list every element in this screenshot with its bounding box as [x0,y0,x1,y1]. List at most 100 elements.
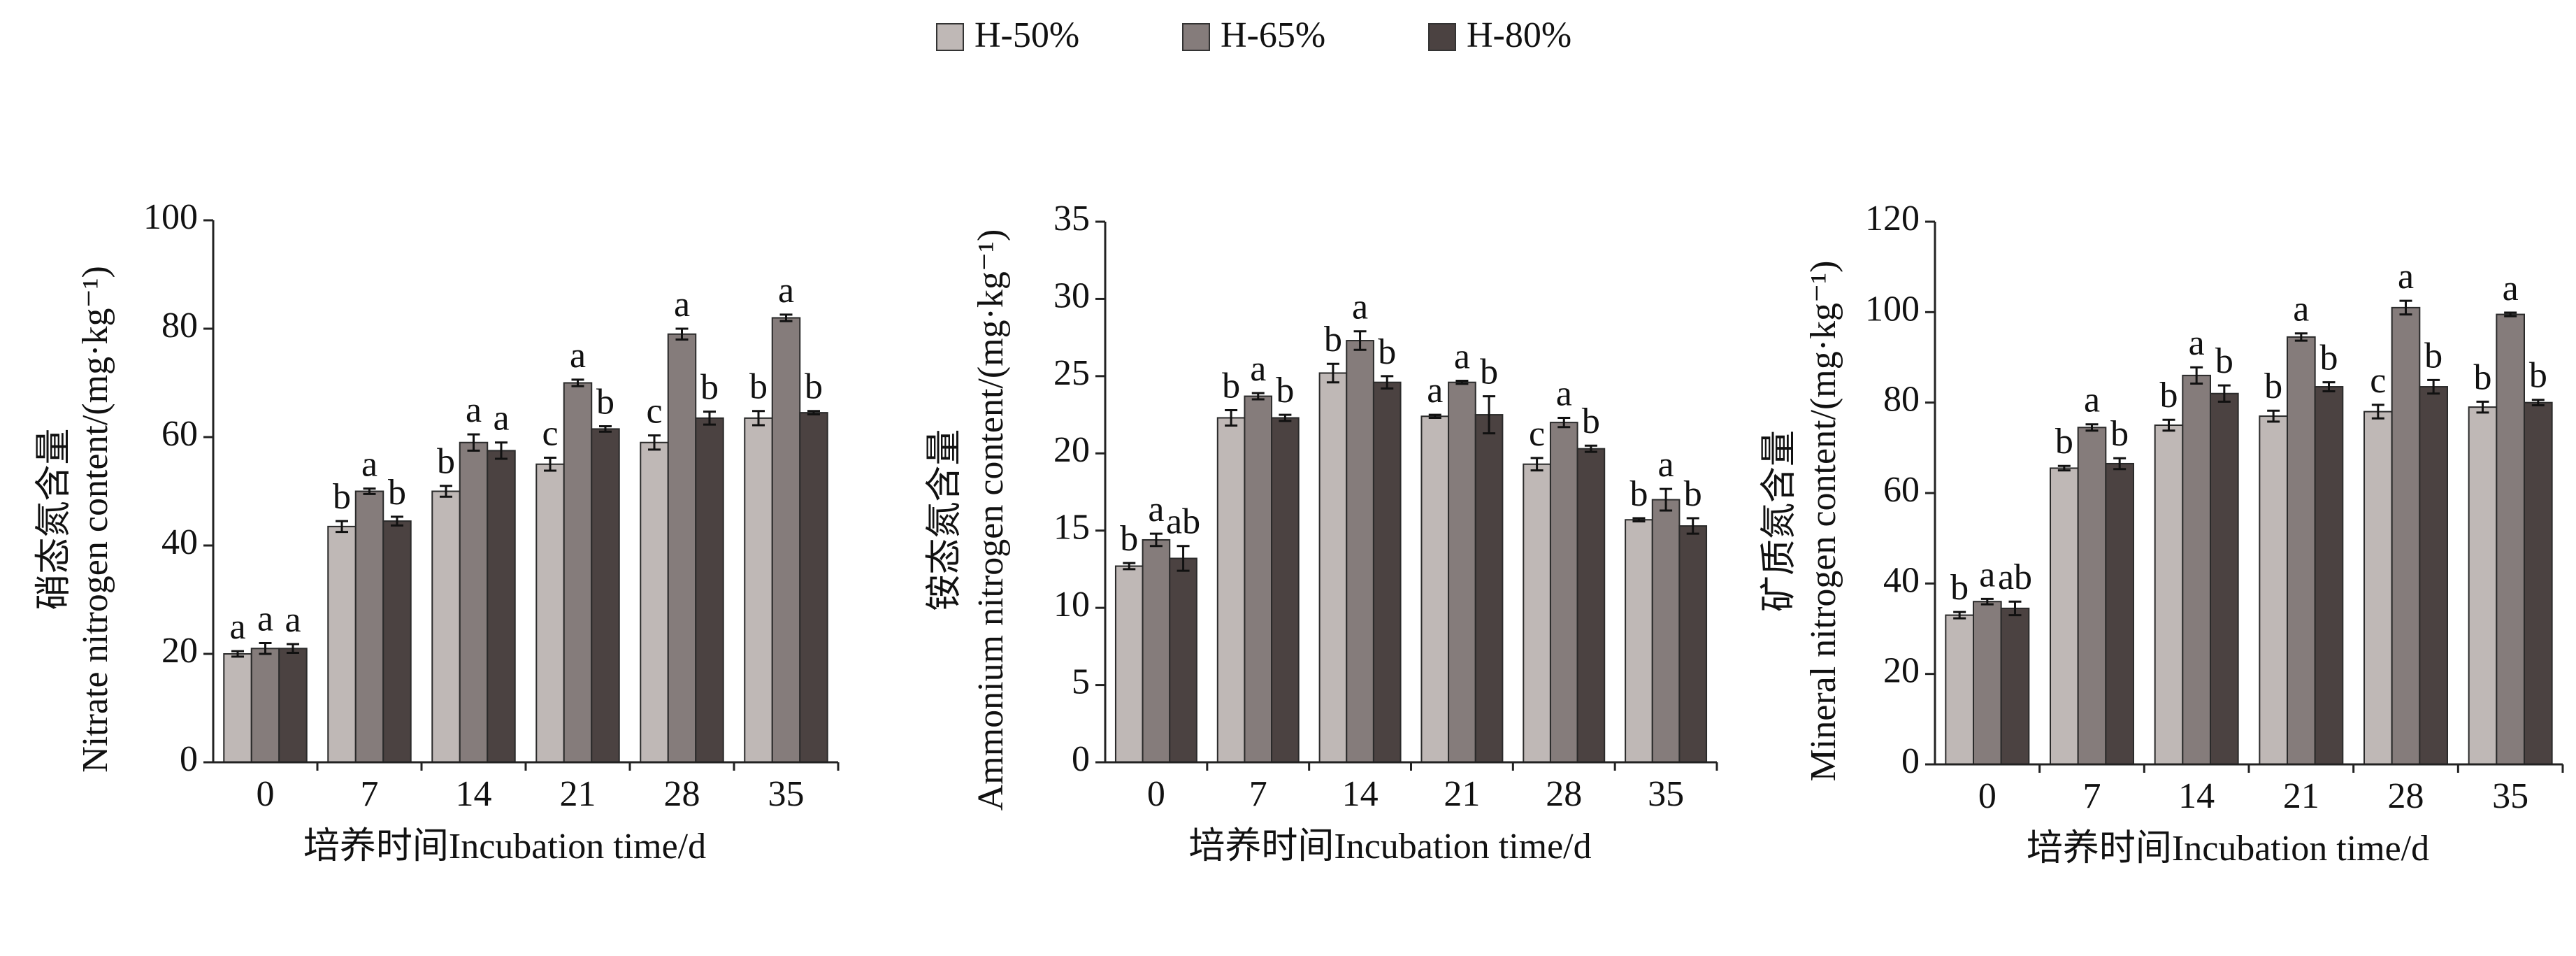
bar [2391,306,2421,766]
y-tick-label: 100 [1865,289,1920,329]
x-tick-label: 35 [768,774,805,814]
legend-swatch [1182,23,1210,51]
bar [1216,417,1246,763]
bar [2419,386,2448,765]
bar [695,417,724,763]
x-tick-label: 28 [1546,774,1582,814]
y-tick-label: 80 [161,306,198,345]
bar [459,441,489,763]
error-bar [1557,416,1571,429]
bar [1244,395,1273,763]
x-tick-label: 7 [1249,774,1267,814]
y-tick-label: 0 [1072,739,1090,779]
x-axis-label: 培养时间Incubation time/d [1188,827,1591,866]
significance-letter: a [1454,336,1470,376]
significance-letter: b [2319,338,2338,378]
significance-letter: b [1324,320,1342,359]
error-bar [1123,562,1136,571]
bar [487,450,516,763]
bar [2077,427,2107,765]
bar [1448,381,1476,763]
significance-letter: a [493,399,509,438]
significance-letter: b [1629,474,1648,514]
bar [591,428,620,763]
x-tick-label: 28 [664,774,700,814]
y-tick-label: 0 [1901,741,1920,781]
significance-letter: a [229,607,245,647]
significance-letter: b [1120,519,1138,559]
error-bar [675,327,689,341]
legend-swatch [1428,23,1456,51]
y-axis-label: Mineral nitrogen content/(mg·kg⁻¹) [1804,261,1843,782]
significance-letter: b [1950,568,1969,608]
significance-letter: b [437,442,455,482]
y-axis-label: Nitrate nitrogen content/(mg·kg⁻¹) [75,266,115,773]
y-axis-label: 硝态氮含量 [34,428,74,610]
error-bar [779,313,793,322]
x-tick-label: 14 [2178,776,2215,816]
y-tick-label: 20 [1883,651,1920,691]
x-tick-label: 0 [257,774,275,814]
bar [2154,425,2184,765]
significance-letter: a [285,600,301,640]
error-bar [1225,408,1238,427]
bar [640,441,669,763]
error-bar [1251,392,1265,401]
error-bar [259,642,272,655]
bar [2496,313,2525,766]
significance-letter: c [542,413,558,453]
error-bar [2476,400,2489,414]
bar [667,333,697,763]
y-tick-label: 30 [1053,276,1090,315]
error-bar [2057,464,2071,472]
significance-letter: a [1250,349,1266,389]
error-bar [1483,395,1496,435]
legend-label: H-50% [974,15,1079,55]
significance-letter: ab [1998,557,2032,597]
error-bar [231,650,245,658]
y-tick-label: 0 [180,739,198,779]
error-bar [703,411,716,426]
error-bar [807,410,820,415]
error-bar [1530,457,1544,472]
bar [535,463,565,763]
error-bar [1149,532,1163,548]
error-bar [2008,600,2022,617]
significance-letter: c [646,392,662,431]
significance-letter: b [333,477,351,517]
bar [1549,422,1578,763]
error-bar [2371,404,2384,420]
y-tick-label: 100 [143,197,198,237]
y-tick-label: 25 [1053,353,1090,393]
error-bar [2399,299,2412,316]
bar [354,490,384,763]
significance-letter: ab [1166,502,1200,542]
significance-letter: b [2529,356,2547,396]
error-bar [1381,375,1394,390]
significance-letter: b [700,368,719,408]
bar [327,525,357,763]
error-bar [598,425,612,433]
significance-letter: b [2055,422,2073,462]
significance-letter: a [2503,269,2519,308]
significance-letter: a [1979,555,1995,594]
error-bar [2267,409,2280,423]
x-tick-label: 7 [2083,776,2101,816]
significance-letter: b [1684,474,1702,514]
bar [1169,557,1197,763]
significance-letter: b [805,367,823,407]
x-tick-label: 0 [1147,774,1165,814]
bar [2523,401,2553,765]
error-bar [2162,418,2175,432]
y-tick-label: 120 [1865,199,1920,238]
significance-letter: b [2215,341,2233,381]
significance-letter: b [2110,414,2129,454]
bar [1346,340,1374,763]
bar [2468,406,2498,766]
bar [431,490,461,763]
error-bar [2294,332,2308,342]
x-tick-label: 35 [1648,774,1684,814]
bar [278,648,308,763]
